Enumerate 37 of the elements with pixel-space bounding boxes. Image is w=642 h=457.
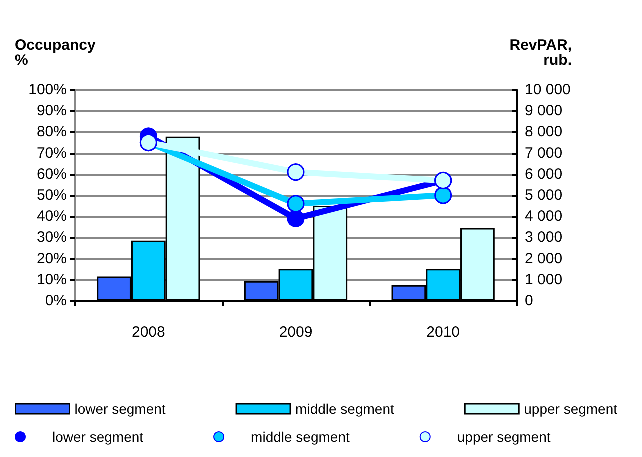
y-tick-label: 30% (36, 229, 67, 246)
legend-label: lower segment (52, 429, 144, 445)
y2-tick-label: 4 000 (525, 208, 563, 226)
y-tick-label: 50% (36, 187, 67, 204)
legend-label: middle segment (296, 401, 394, 417)
y-axis-title: Occupancy % (15, 37, 97, 69)
y-tick-label: 60% (36, 166, 67, 183)
y-tick-label: 80% (36, 124, 67, 141)
y-tick-label: 40% (36, 208, 67, 226)
x-tick-label: 2008 (132, 324, 166, 341)
y2-tick-label: 5 000 (525, 187, 563, 204)
point (287, 164, 305, 182)
point (287, 195, 305, 213)
y2-tick-label: 1 000 (525, 271, 563, 288)
y2-tick-label: 8 000 (525, 124, 563, 141)
y2-axis-title: RevPAR, rub. (510, 37, 572, 69)
y2-tick-label: 2 000 (525, 250, 563, 268)
y-tick-label: 0% (45, 292, 67, 310)
legend-label: lower segment (74, 401, 166, 417)
y2-tick-label: 10 000 (525, 82, 571, 98)
point (434, 186, 452, 204)
x-tick-label: 2010 (426, 324, 460, 341)
y-tick-label: 20% (36, 250, 67, 268)
y-tick-label: 90% (36, 102, 67, 120)
y-tick-label: 10% (36, 271, 67, 288)
y-tick-label: 70% (36, 144, 67, 162)
y2-tick-label: 7 000 (525, 144, 563, 162)
legend-label: middle segment (251, 429, 350, 445)
y-tick-label: 100% (28, 82, 67, 98)
legend-label: upper segment (524, 401, 618, 417)
y2-tick-label: 6 000 (525, 166, 563, 183)
point (287, 210, 305, 228)
y2-tick-label: 3 000 (525, 229, 563, 246)
y2-tick-label: 9 000 (525, 102, 563, 120)
x-tick-label: 2009 (279, 324, 313, 341)
legend-label: upper segment (457, 429, 551, 445)
y2-tick-label: 0 (525, 292, 534, 310)
